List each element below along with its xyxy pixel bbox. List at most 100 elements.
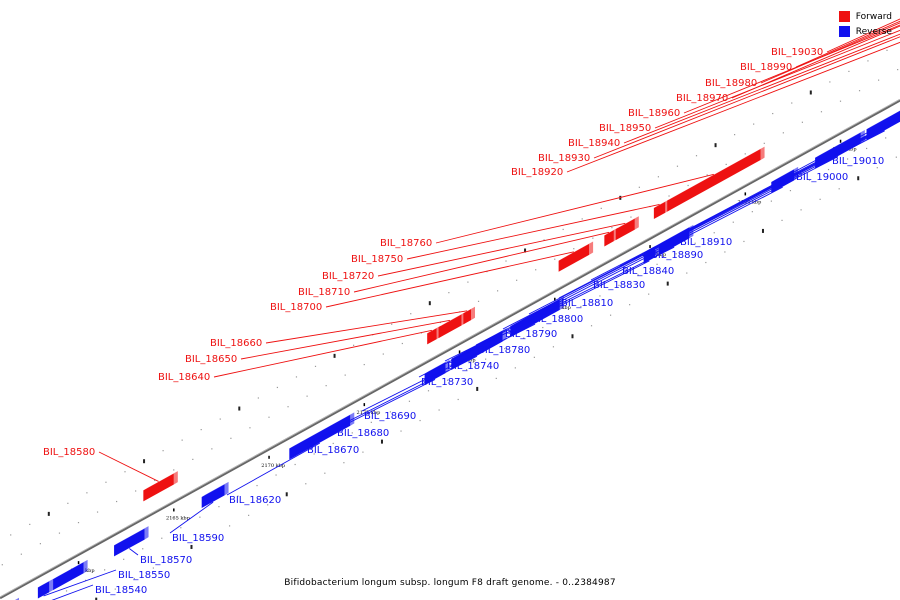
gene-label[interactable]: BIL_18810: [561, 298, 613, 309]
gene-bil-18700[interactable]: [558, 241, 594, 272]
gene-label[interactable]: BIL_18910: [680, 237, 732, 248]
track-dot: [419, 419, 421, 422]
gene-top-face: [615, 216, 639, 230]
gene-label[interactable]: BIL_18750: [351, 254, 403, 265]
gene-bil-18540[interactable]: [0, 597, 20, 600]
gene-label[interactable]: BIL_18830: [593, 280, 645, 291]
gene-label[interactable]: BIL_18800: [531, 314, 583, 325]
gene-label[interactable]: BIL_19030: [771, 47, 823, 58]
gene-label[interactable]: BIL_18920: [511, 167, 563, 178]
track-dot: [706, 174, 708, 176]
gene-bil-18590[interactable]: [201, 481, 229, 508]
track-dot: [657, 176, 660, 178]
gene-label[interactable]: BIL_18700: [270, 302, 322, 313]
track-dot: [65, 590, 68, 592]
track-dot: [275, 474, 277, 476]
gene-label[interactable]: BIL_18970: [676, 93, 728, 104]
gene-bil-18560[interactable]: [53, 559, 88, 591]
gene-bil-18720[interactable]: [615, 216, 639, 241]
gene-connector-line: [731, 25, 900, 99]
track-dot: [829, 81, 831, 83]
gene-label[interactable]: BIL_18670: [307, 445, 359, 456]
track-dot: [135, 490, 137, 492]
track-dot: [199, 516, 201, 518]
gene-label[interactable]: BIL_18580: [43, 447, 95, 458]
gene-label[interactable]: BIL_18660: [210, 338, 262, 349]
gene-label[interactable]: BIL_18990: [740, 62, 792, 73]
gene-top-face: [604, 227, 618, 236]
gene-bil-18750[interactable]: [653, 199, 670, 220]
backbone-line: [0, 99, 900, 600]
gene-label[interactable]: BIL_18980: [705, 78, 757, 89]
gene-label[interactable]: BIL_18940: [568, 138, 620, 149]
track-dot: [380, 439, 383, 444]
gene-label[interactable]: BIL_18680: [337, 428, 389, 439]
gene-label[interactable]: BIL_18690: [364, 411, 416, 422]
track-dot: [370, 421, 372, 423]
track-dot: [77, 521, 80, 524]
gene-label[interactable]: BIL_18740: [447, 361, 499, 372]
gene-label[interactable]: BIL_18640: [158, 372, 210, 383]
track-dot: [885, 137, 887, 139]
gene-label[interactable]: BIL_18930: [538, 153, 590, 164]
track-dot: [562, 228, 564, 231]
track-dot: [410, 313, 412, 315]
track-dot: [543, 239, 545, 241]
track-dot: [618, 284, 620, 287]
track-dot: [656, 263, 658, 265]
gene-label[interactable]: BIL_18960: [628, 108, 680, 119]
gene-connector-line: [51, 584, 94, 600]
track-dot: [267, 504, 269, 506]
gene-label[interactable]: BIL_18760: [380, 238, 432, 249]
gene-label[interactable]: BIL_18840: [622, 266, 674, 277]
gene-label[interactable]: BIL_18950: [599, 123, 651, 134]
track-dot: [820, 111, 823, 113]
track-dot: [695, 155, 698, 157]
track-dot: [351, 432, 353, 434]
gene-label[interactable]: BIL_18890: [651, 250, 703, 261]
gene-side-face: [224, 481, 229, 496]
gene-label[interactable]: BIL_18790: [505, 329, 557, 340]
gene-bil-18640[interactable]: [427, 325, 441, 345]
gene-bil-18580[interactable]: [143, 471, 178, 502]
gene-bil-18650[interactable]: [438, 312, 466, 339]
gene-top-face: [143, 471, 178, 491]
gene-label[interactable]: BIL_18540: [95, 585, 147, 596]
gene-connector-line: [418, 260, 650, 378]
gene-label[interactable]: BIL_18710: [298, 287, 350, 298]
track-dot: [401, 342, 403, 345]
genome-backbone: [0, 98, 900, 600]
gene-label[interactable]: BIL_18570: [140, 555, 192, 566]
track-dot: [732, 221, 734, 223]
track-dot: [801, 121, 803, 123]
gene-bil-18760[interactable]: [667, 146, 765, 212]
gene-bil-18570[interactable]: [114, 526, 149, 557]
track-dot: [161, 537, 163, 539]
track-dot: [306, 395, 308, 397]
gene-label[interactable]: BIL_18650: [185, 354, 237, 365]
gene-connector-line: [793, 114, 900, 173]
track-dot: [763, 142, 765, 144]
track-dot: [666, 281, 669, 286]
gene-label[interactable]: BIL_18590: [172, 533, 224, 544]
gene-bil-18660[interactable]: [463, 306, 475, 325]
track-dot: [866, 147, 868, 150]
track-dot: [753, 123, 755, 125]
gene-connector-line: [240, 319, 451, 360]
track-dot: [295, 376, 298, 378]
gene-front-face: [201, 484, 225, 508]
gene-label[interactable]: BIL_18550: [118, 570, 170, 581]
gene-bil-18550[interactable]: [37, 578, 54, 599]
gene-label[interactable]: BIL_18780: [478, 345, 530, 356]
track-dot: [761, 228, 764, 233]
gene-label[interactable]: BIL_18720: [322, 271, 374, 282]
track-dot: [714, 143, 717, 148]
gene-label[interactable]: BIL_18620: [229, 495, 281, 506]
gene-label[interactable]: BIL_19000: [796, 172, 848, 183]
gene-label[interactable]: BIL_18730: [421, 377, 473, 388]
track-dot: [789, 190, 792, 192]
track-dot: [495, 377, 497, 380]
gene-connector-line: [265, 310, 468, 344]
track-dot: [257, 397, 259, 399]
gene-label[interactable]: BIL_19010: [832, 156, 884, 167]
